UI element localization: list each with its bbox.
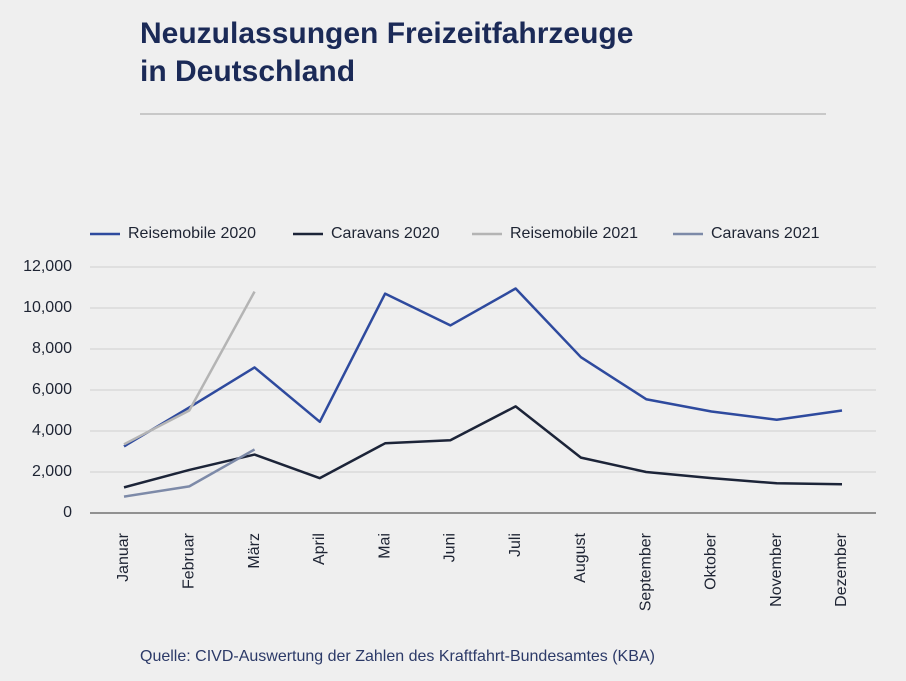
x-tick-label: Oktober xyxy=(703,532,720,590)
series-line xyxy=(123,448,256,498)
chart-title: Neuzulassungen Freizeitfahrzeuge xyxy=(140,17,633,50)
series-line xyxy=(123,405,843,489)
x-tick-label: September xyxy=(637,532,654,611)
x-tick-label: April xyxy=(311,533,328,565)
y-tick-label: 2,000 xyxy=(32,463,72,480)
legend-label: Reisemobile 2021 xyxy=(510,225,638,242)
x-tick-label: Juli xyxy=(507,533,524,557)
series-line xyxy=(123,290,256,446)
x-tick-label: Mai xyxy=(376,533,393,559)
chart-title: in Deutschland xyxy=(140,55,355,88)
legend-label: Reisemobile 2020 xyxy=(128,225,256,242)
y-tick-label: 8,000 xyxy=(32,340,72,357)
source: Quelle: CIVD-Auswertung der Zahlen des K… xyxy=(140,648,655,665)
x-tick-label: August xyxy=(572,532,589,582)
x-tick-label: Februar xyxy=(180,532,197,589)
legend-label: Caravans 2020 xyxy=(331,225,440,242)
y-tick-label: 12,000 xyxy=(23,258,72,275)
x-tick-label: Juni xyxy=(442,533,459,562)
legend-label: Caravans 2021 xyxy=(711,225,820,242)
x-tick-label: November xyxy=(768,532,785,606)
y-tick-label: 0 xyxy=(63,504,72,521)
y-tick-label: 6,000 xyxy=(32,381,72,398)
x-tick-label: Januar xyxy=(115,532,132,582)
x-tick-label: März xyxy=(246,533,263,569)
x-tick-label: Dezember xyxy=(833,532,850,606)
y-tick-label: 10,000 xyxy=(23,299,72,316)
y-tick-label: 4,000 xyxy=(32,422,72,439)
series-line xyxy=(123,287,843,448)
